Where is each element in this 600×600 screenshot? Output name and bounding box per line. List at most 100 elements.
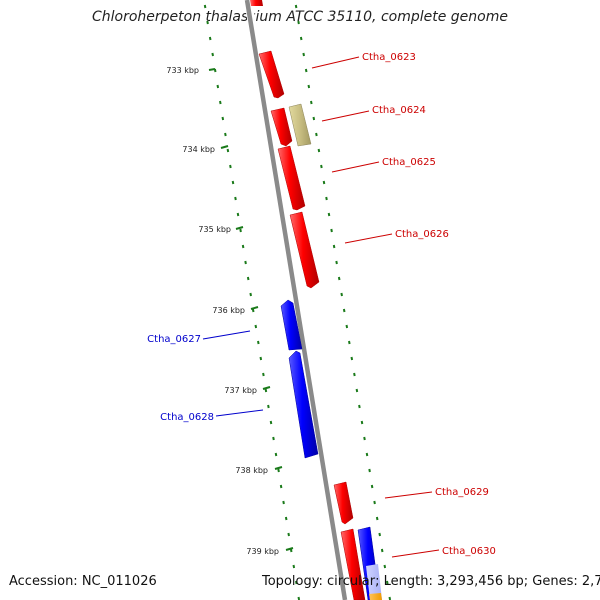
- gene-fragment-top[interactable]: [250, 0, 263, 6]
- kbp-tick-mark: [235, 226, 244, 230]
- inner-tick-dot: [224, 132, 227, 137]
- outer-tick-dot: [304, 68, 308, 73]
- inner-tick-dot: [234, 196, 237, 201]
- gene-label-ctha-0625[interactable]: Ctha_0625: [382, 157, 436, 168]
- inner-tick-dot: [292, 564, 296, 569]
- gene-ctha-0629[interactable]: [333, 481, 354, 525]
- leader-line: [384, 491, 433, 499]
- outer-tick-dot: [380, 548, 384, 553]
- inner-tick-dot: [206, 20, 209, 25]
- inner-tick-dot: [277, 468, 280, 473]
- gene-ctha-0628[interactable]: [288, 350, 319, 459]
- outer-tick-dot: [335, 260, 338, 265]
- kbp-scale: 733 kbp 734 kbp 735 kbp 736 kbp 737 kbp …: [166, 66, 294, 556]
- inner-tick-dot: [274, 452, 278, 457]
- inner-tick-dot: [226, 148, 230, 153]
- kbp-tick-label: 734 kbp: [182, 145, 215, 154]
- gene-label-ctha-0628[interactable]: Ctha_0628: [160, 412, 214, 423]
- leader-line: [321, 110, 370, 122]
- genome-backbone: [244, 0, 348, 600]
- kbp-tick-mark: [285, 547, 294, 551]
- outer-tick-dot: [342, 308, 346, 313]
- outer-tick-dot: [370, 484, 374, 489]
- leader-line: [215, 409, 264, 417]
- gene-label-ctha-0623[interactable]: Ctha_0623: [362, 52, 416, 63]
- outer-tick-dot: [363, 436, 366, 441]
- kbp-tick-mark: [274, 466, 283, 470]
- inner-tick-dot: [251, 308, 255, 313]
- leader-line: [311, 56, 360, 69]
- inner-tick-dot: [244, 260, 247, 265]
- outer-tick-dot: [325, 196, 328, 201]
- gene-ctha-0626[interactable]: [289, 211, 320, 289]
- gene-label-ctha-0629[interactable]: Ctha_0629: [435, 487, 489, 498]
- outer-tick-dot: [332, 244, 336, 249]
- gene-label-ctha-0630[interactable]: Ctha_0630: [442, 546, 496, 557]
- outer-tick-dot: [368, 468, 371, 473]
- gene-orange[interactable]: [369, 593, 382, 600]
- gene-ctha-0624-b[interactable]: [288, 103, 312, 147]
- inner-tick-dot: [259, 356, 263, 361]
- outer-tick-dot: [310, 100, 313, 105]
- gene-ctha-0624[interactable]: [270, 107, 293, 147]
- inner-tick-dot: [203, 4, 207, 9]
- kbp-tick-mark: [220, 145, 229, 149]
- gene-features: [250, 0, 382, 600]
- accession-label: Accession: NC_011026: [9, 574, 157, 589]
- gene-label-ctha-0627[interactable]: Ctha_0627: [147, 334, 201, 345]
- outer-tick-dot: [317, 148, 321, 153]
- outer-tick-dot: [378, 532, 381, 537]
- outer-tick-dot: [373, 500, 376, 505]
- gene-ctha-0625[interactable]: [277, 145, 306, 211]
- leader-line: [202, 330, 251, 340]
- outer-tick-dot: [355, 388, 359, 393]
- inner-tick-dot: [229, 164, 232, 169]
- gene-ctha-0623[interactable]: [258, 50, 285, 99]
- gene-light-blue[interactable]: [366, 564, 382, 600]
- inner-tick-dot: [284, 516, 288, 521]
- kbp-tick-mark: [250, 306, 259, 310]
- outer-tick-dot: [320, 164, 323, 169]
- leader-line: [331, 161, 380, 173]
- inner-tick-dot: [239, 228, 242, 233]
- outer-tick-dot: [327, 212, 331, 217]
- inner-tick-dot: [257, 340, 260, 345]
- outer-tick-dot: [340, 292, 343, 297]
- inner-tick-dot: [279, 484, 283, 489]
- kbp-tick-label: 738 kbp: [235, 466, 268, 475]
- outer-tick-dot: [297, 20, 300, 25]
- outer-tick-dot: [348, 340, 351, 345]
- gene-labels: Ctha_0623 Ctha_0624 Ctha_0625 Ctha_0626 …: [147, 52, 496, 558]
- outer-tick-dot: [299, 36, 303, 41]
- map-title: Chloroherpeton thalassium ATCC 35110, co…: [92, 9, 508, 25]
- inner-tick-dot: [211, 52, 214, 57]
- gene-ctha-0630[interactable]: [340, 528, 366, 600]
- outer-tick-dot: [365, 452, 369, 457]
- outer-tick-dot: [350, 356, 354, 361]
- gene-label-ctha-0626[interactable]: Ctha_0626: [395, 229, 449, 240]
- outer-tick-dot: [307, 84, 311, 89]
- kbp-tick-mark: [262, 386, 271, 390]
- leader-line: [391, 549, 440, 558]
- inner-tick-dot: [249, 292, 252, 297]
- outer-tick-dot: [360, 420, 364, 425]
- outer-tick-dot: [358, 404, 361, 409]
- outer-tick-dot: [330, 228, 333, 233]
- outer-tick-track: [294, 4, 392, 600]
- outer-tick-dot: [383, 564, 387, 569]
- kbp-tick-mark: [208, 68, 216, 71]
- outer-tick-dot: [302, 52, 305, 57]
- inner-tick-dot: [287, 532, 290, 537]
- outer-tick-dot: [353, 372, 356, 377]
- kbp-tick-label: 739 kbp: [246, 547, 279, 556]
- inner-tick-dot: [241, 244, 245, 249]
- inner-tick-dot: [262, 372, 265, 377]
- inner-tick-dot: [216, 84, 220, 89]
- outer-tick-dot: [375, 516, 379, 521]
- inner-tick-dot: [267, 404, 270, 409]
- inner-tick-dot: [221, 116, 225, 121]
- gene-label-ctha-0624[interactable]: Ctha_0624: [372, 105, 426, 116]
- inner-tick-track: [203, 4, 301, 600]
- gene-ctha-0627[interactable]: [280, 299, 303, 351]
- kbp-tick-label: 735 kbp: [198, 225, 231, 234]
